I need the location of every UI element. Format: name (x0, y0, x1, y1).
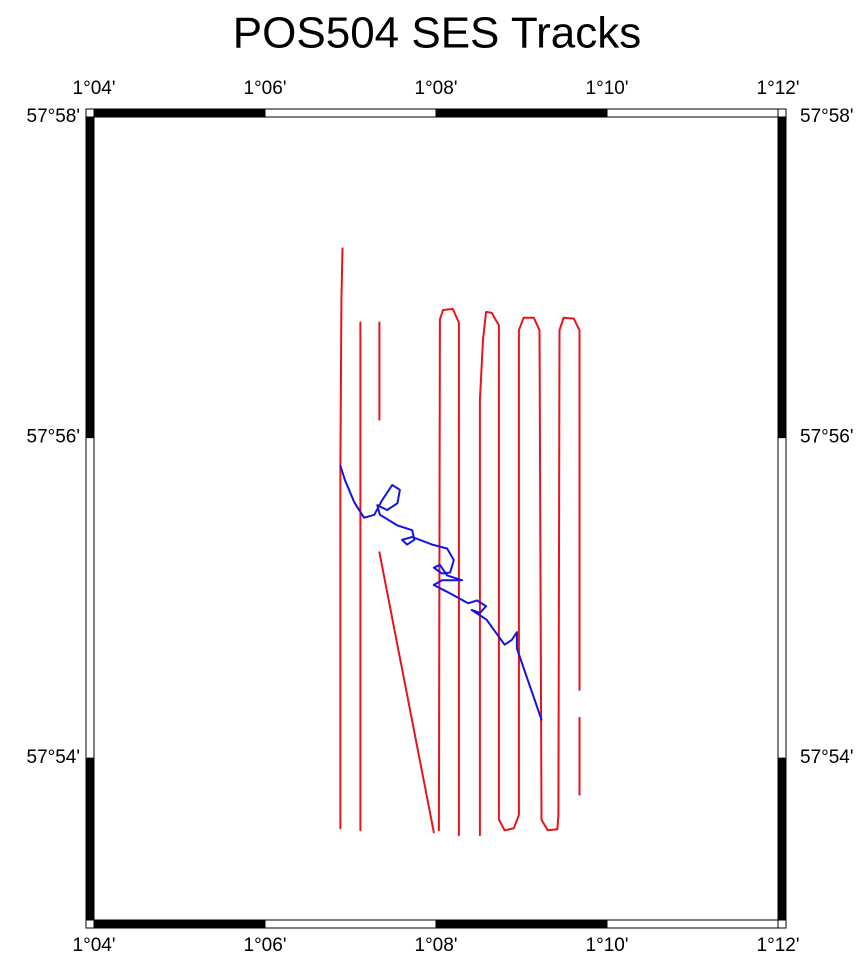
track (478, 310, 581, 837)
frame-stripe (93, 919, 266, 929)
x-tick-label: 1°08' (415, 935, 458, 956)
frame-stripe (93, 108, 266, 118)
frame-stripe (264, 108, 437, 118)
track (437, 308, 460, 837)
track (339, 464, 543, 721)
x-tick-label: 1°10' (586, 78, 629, 99)
x-tick-label: 1°04' (73, 935, 116, 956)
y-tick-label: 57°56' (27, 427, 81, 448)
frame-stripe (777, 116, 787, 439)
frame-stripe (606, 919, 779, 929)
frame-stripe (264, 919, 437, 929)
track (339, 247, 344, 830)
y-tick-label: 57°58' (800, 106, 854, 127)
y-tick-label: 57°54' (27, 747, 81, 768)
frame-corner (777, 919, 787, 929)
frame-stripe (606, 108, 779, 118)
frame-stripe (435, 919, 608, 929)
y-tick-label: 57°56' (800, 427, 854, 448)
frame-stripe (85, 116, 95, 439)
y-tick-label: 57°54' (800, 747, 854, 768)
frame-stripe (85, 757, 95, 921)
map-title: POS504 SES Tracks (233, 9, 641, 58)
x-tick-label: 1°08' (415, 78, 458, 99)
track (378, 551, 435, 834)
x-tick-label: 1°04' (73, 78, 116, 99)
map-area (93, 116, 779, 921)
frame-corner (85, 108, 95, 118)
frame-stripe (435, 108, 608, 118)
x-tick-label: 1°10' (586, 935, 629, 956)
frame-stripe (777, 437, 787, 759)
x-tick-label: 1°12' (757, 935, 800, 956)
x-tick-label: 1°06' (244, 78, 287, 99)
frame-stripe (85, 437, 95, 759)
frame-corner (777, 108, 787, 118)
x-tick-label: 1°06' (244, 935, 287, 956)
x-tick-label: 1°12' (757, 78, 800, 99)
y-tick-label: 57°58' (27, 106, 81, 127)
frame-stripe (777, 757, 787, 921)
frame-corner (85, 919, 95, 929)
